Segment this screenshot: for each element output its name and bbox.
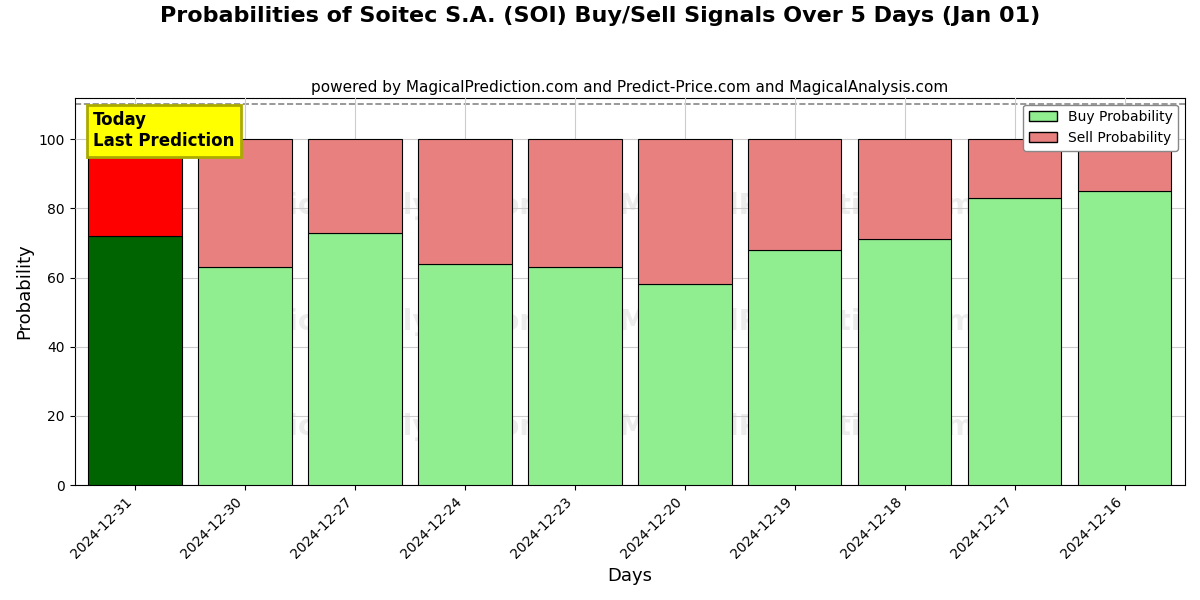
Text: MagicalAnalysis.com: MagicalAnalysis.com	[222, 413, 548, 441]
Title: powered by MagicalPrediction.com and Predict-Price.com and MagicalAnalysis.com: powered by MagicalPrediction.com and Pre…	[311, 80, 948, 95]
Bar	[1078, 191, 1171, 485]
Text: MagicalAnalysis.com: MagicalAnalysis.com	[222, 308, 548, 337]
Bar	[89, 236, 182, 485]
Bar	[528, 267, 622, 485]
Text: Probabilities of Soitec S.A. (SOI) Buy/Sell Signals Over 5 Days (Jan 01): Probabilities of Soitec S.A. (SOI) Buy/S…	[160, 6, 1040, 26]
Bar	[1078, 139, 1171, 191]
Bar	[198, 139, 292, 267]
Text: MagicalPrediction.com: MagicalPrediction.com	[618, 308, 974, 337]
X-axis label: Days: Days	[607, 567, 653, 585]
Bar	[308, 139, 402, 233]
Y-axis label: Probability: Probability	[16, 244, 34, 339]
Bar	[858, 239, 952, 485]
Text: MagicalAnalysis.com: MagicalAnalysis.com	[222, 192, 548, 220]
Bar	[419, 139, 511, 263]
Bar	[968, 198, 1061, 485]
Bar	[308, 233, 402, 485]
Bar	[528, 139, 622, 267]
Bar	[748, 139, 841, 250]
Text: MagicalPrediction.com: MagicalPrediction.com	[618, 192, 974, 220]
Bar	[638, 284, 732, 485]
Bar	[858, 139, 952, 239]
Bar	[89, 139, 182, 236]
Bar	[968, 139, 1061, 198]
Text: Today
Last Prediction: Today Last Prediction	[94, 112, 235, 150]
Legend: Buy Probability, Sell Probability: Buy Probability, Sell Probability	[1024, 104, 1178, 151]
Bar	[198, 267, 292, 485]
Bar	[419, 263, 511, 485]
Bar	[748, 250, 841, 485]
Bar	[638, 139, 732, 284]
Text: MagicalPrediction.com: MagicalPrediction.com	[618, 413, 974, 441]
